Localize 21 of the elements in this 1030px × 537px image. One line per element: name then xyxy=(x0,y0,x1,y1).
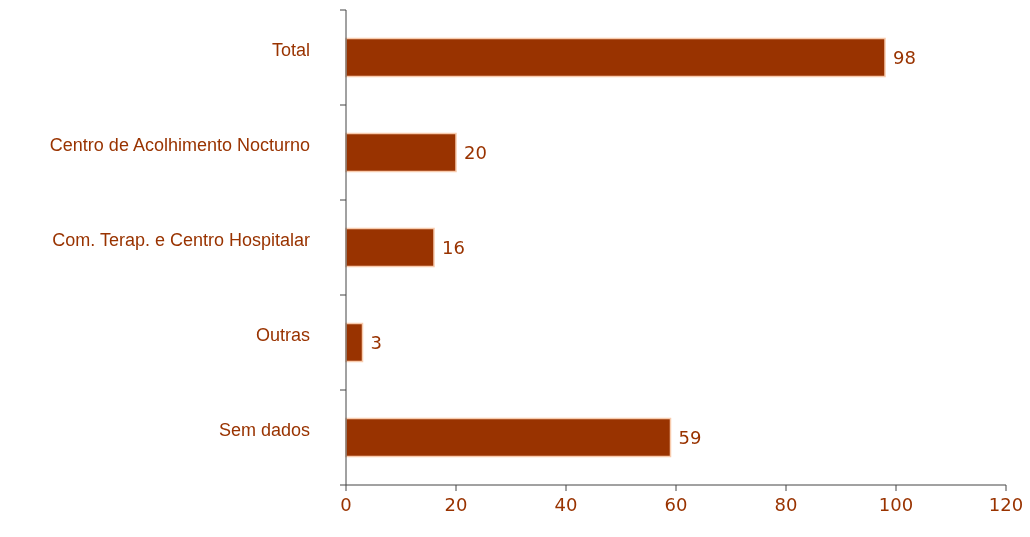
y-tick-label: Outras xyxy=(255,324,310,345)
bar xyxy=(345,417,672,458)
data-label: 98 xyxy=(893,46,916,68)
bar xyxy=(345,227,435,268)
y-tick-label: Sem dados xyxy=(218,419,310,440)
data-label: 3 xyxy=(370,331,382,353)
x-tick-label: 60 xyxy=(664,494,688,515)
y-tick-label: Centro de Acolhimento Nocturno xyxy=(49,134,310,155)
x-tick-label: 80 xyxy=(774,494,798,515)
bar xyxy=(345,132,457,173)
x-tick-label: 20 xyxy=(444,494,468,515)
data-label: 20 xyxy=(464,141,487,163)
y-tick-label: Total xyxy=(271,39,310,60)
x-tick-label: 120 xyxy=(988,494,1024,515)
y-tick-label: Com. Terap. e Centro Hospitalar xyxy=(52,229,310,250)
x-tick-label: 100 xyxy=(878,494,914,515)
x-tick-label: 0 xyxy=(340,494,352,515)
data-label: 59 xyxy=(678,426,702,448)
bar xyxy=(345,37,886,78)
x-tick-label: 40 xyxy=(554,494,578,515)
data-label: 16 xyxy=(442,236,465,258)
